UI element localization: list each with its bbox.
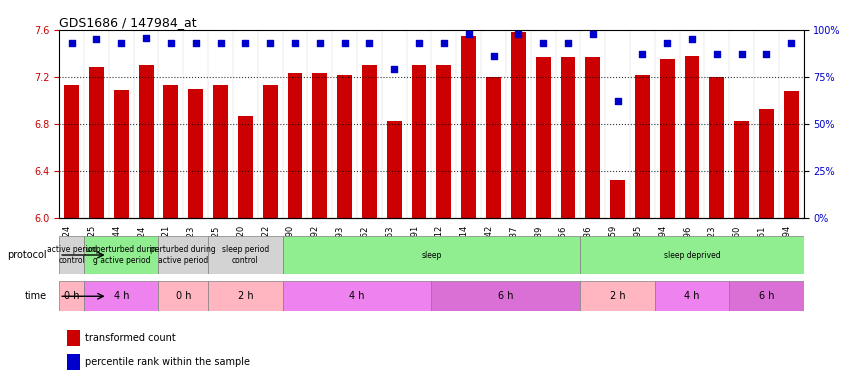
Point bbox=[114, 40, 128, 46]
Bar bbox=[362, 65, 376, 218]
Point bbox=[486, 53, 500, 59]
Bar bbox=[461, 36, 476, 218]
Text: 6 h: 6 h bbox=[498, 291, 514, 301]
Bar bbox=[759, 108, 774, 217]
Text: 2 h: 2 h bbox=[610, 291, 625, 301]
Text: active period
control: active period control bbox=[47, 245, 96, 265]
Text: 0 h: 0 h bbox=[64, 291, 80, 301]
Point bbox=[313, 40, 327, 46]
Point bbox=[263, 40, 277, 46]
Bar bbox=[312, 74, 327, 217]
Text: percentile rank within the sample: percentile rank within the sample bbox=[85, 357, 250, 367]
Text: 4 h: 4 h bbox=[349, 291, 365, 301]
FancyBboxPatch shape bbox=[283, 281, 431, 311]
FancyBboxPatch shape bbox=[84, 281, 158, 311]
FancyBboxPatch shape bbox=[580, 236, 804, 274]
Text: 0 h: 0 h bbox=[176, 291, 191, 301]
FancyBboxPatch shape bbox=[431, 281, 580, 311]
FancyBboxPatch shape bbox=[208, 236, 283, 274]
Bar bbox=[412, 65, 426, 218]
Text: 4 h: 4 h bbox=[113, 291, 129, 301]
Bar bbox=[263, 85, 277, 218]
FancyBboxPatch shape bbox=[84, 236, 158, 274]
Bar bbox=[536, 57, 551, 217]
Point bbox=[635, 51, 649, 57]
Point bbox=[611, 98, 624, 104]
Point bbox=[363, 40, 376, 46]
Bar bbox=[338, 75, 352, 217]
Text: 4 h: 4 h bbox=[684, 291, 700, 301]
Bar bbox=[67, 354, 80, 370]
FancyBboxPatch shape bbox=[59, 236, 84, 274]
Bar bbox=[114, 90, 129, 218]
Bar bbox=[585, 57, 600, 217]
Text: sleep period
control: sleep period control bbox=[222, 245, 269, 265]
Bar bbox=[486, 77, 501, 218]
Point bbox=[661, 40, 674, 46]
Point bbox=[164, 40, 178, 46]
Point bbox=[189, 40, 202, 46]
Point bbox=[288, 40, 302, 46]
Bar bbox=[635, 75, 650, 217]
Bar bbox=[238, 116, 253, 218]
Text: time: time bbox=[25, 291, 47, 301]
Bar bbox=[64, 85, 79, 218]
Point bbox=[735, 51, 749, 57]
Text: unperturbed durin
g active period: unperturbed durin g active period bbox=[86, 245, 157, 265]
FancyBboxPatch shape bbox=[208, 281, 283, 311]
Point bbox=[685, 36, 699, 42]
Point bbox=[536, 40, 550, 46]
Point bbox=[214, 40, 228, 46]
Bar bbox=[561, 57, 575, 217]
Point bbox=[437, 40, 451, 46]
Text: transformed count: transformed count bbox=[85, 333, 176, 343]
Bar bbox=[660, 59, 674, 217]
Bar bbox=[387, 122, 402, 218]
Point bbox=[512, 31, 525, 37]
Bar bbox=[189, 88, 203, 218]
Point bbox=[586, 31, 600, 37]
FancyBboxPatch shape bbox=[59, 281, 84, 311]
FancyBboxPatch shape bbox=[158, 236, 208, 274]
Point bbox=[462, 31, 475, 37]
Text: sleep deprived: sleep deprived bbox=[664, 251, 720, 260]
Point bbox=[561, 40, 574, 46]
Text: 2 h: 2 h bbox=[238, 291, 253, 301]
FancyBboxPatch shape bbox=[158, 281, 208, 311]
Point bbox=[90, 36, 103, 42]
Bar bbox=[139, 65, 153, 218]
Bar bbox=[684, 56, 700, 217]
FancyBboxPatch shape bbox=[283, 236, 580, 274]
FancyBboxPatch shape bbox=[580, 281, 655, 311]
Bar bbox=[511, 32, 525, 218]
Point bbox=[710, 51, 723, 57]
Point bbox=[784, 40, 798, 46]
Text: protocol: protocol bbox=[7, 250, 47, 260]
Point bbox=[760, 51, 773, 57]
Bar bbox=[288, 74, 302, 217]
Text: sleep: sleep bbox=[421, 251, 442, 260]
Bar bbox=[734, 122, 749, 218]
Bar bbox=[437, 65, 451, 218]
Point bbox=[412, 40, 426, 46]
Text: GDS1686 / 147984_at: GDS1686 / 147984_at bbox=[59, 16, 197, 29]
Point bbox=[387, 66, 401, 72]
Bar bbox=[213, 85, 228, 218]
FancyBboxPatch shape bbox=[655, 281, 729, 311]
Bar bbox=[67, 330, 80, 346]
Text: perturbed during
active period: perturbed during active period bbox=[151, 245, 217, 265]
Bar bbox=[163, 85, 179, 218]
Point bbox=[65, 40, 79, 46]
Point bbox=[239, 40, 252, 46]
Bar bbox=[610, 180, 625, 218]
FancyBboxPatch shape bbox=[729, 281, 804, 311]
Point bbox=[338, 40, 351, 46]
Bar bbox=[710, 77, 724, 218]
Bar bbox=[784, 91, 799, 218]
Bar bbox=[89, 68, 104, 218]
Text: 6 h: 6 h bbox=[759, 291, 774, 301]
Point bbox=[140, 34, 153, 40]
